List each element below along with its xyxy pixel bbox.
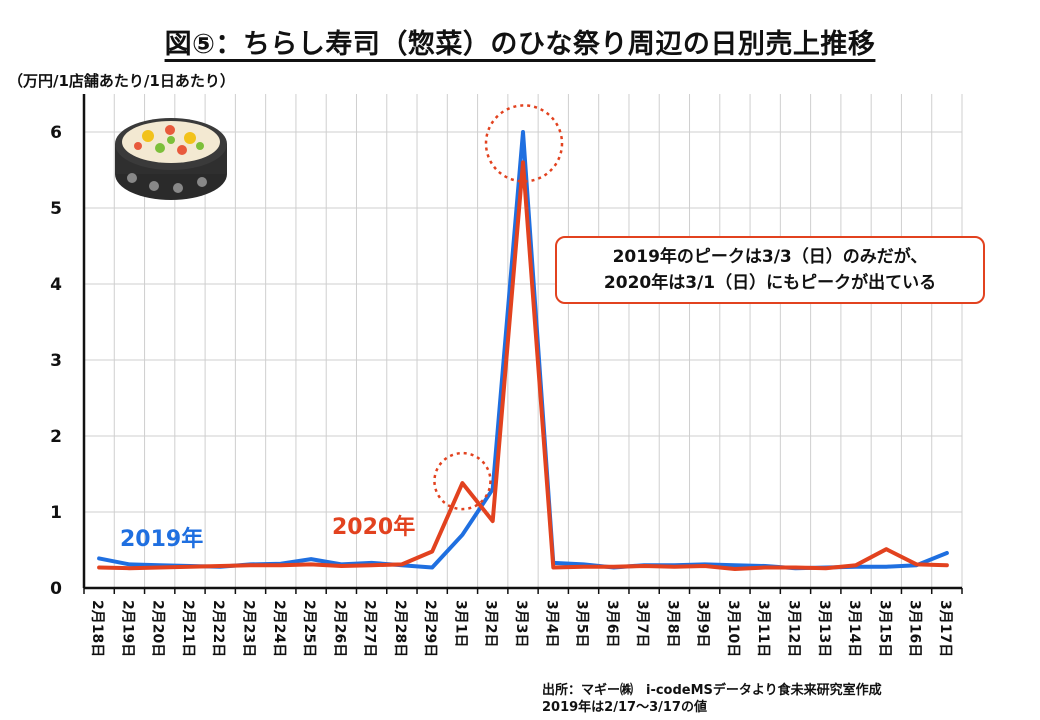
x-tick-label: 3月5日 (574, 600, 590, 647)
legend-label-2019: 2019年 (120, 526, 203, 552)
source-note: 出所：マギー㈱ i-codeMSデータより食未来研究室作成 2019年は2/17… (542, 682, 882, 716)
x-tick-label: 2月26日 (331, 600, 347, 657)
x-tick-label: 2月18日 (89, 600, 105, 657)
x-tick-label: 3月11日 (755, 600, 771, 657)
x-tick-label: 2月29日 (422, 600, 438, 657)
chirashi-sushi-illustration (115, 118, 227, 200)
x-tick-label: 3月12日 (785, 600, 801, 657)
x-tick-label: 3月1日 (452, 600, 468, 647)
x-tick-label: 3月4日 (543, 600, 559, 647)
x-tick-label: 3月8日 (664, 600, 680, 647)
highlight-circle-mar3 (484, 104, 564, 183)
y-tick-label: 2 (50, 427, 62, 447)
x-tick-label: 3月14日 (846, 600, 862, 657)
x-tick-label: 3月15日 (876, 600, 892, 657)
x-tick-label: 3月10日 (725, 600, 741, 657)
x-tick-label: 2月22日 (210, 600, 226, 657)
legend-label-2020: 2020年 (332, 514, 415, 540)
source-line-1: 出所：マギー㈱ i-codeMSデータより食未来研究室作成 (542, 683, 882, 698)
y-tick-label: 5 (50, 199, 62, 219)
y-tick-label: 0 (50, 579, 62, 599)
y-tick-label: 1 (50, 503, 62, 523)
y-axis-unit-label: （万円/1店舗あたり/1日あたり） (8, 72, 235, 90)
callout-line-1: 2019年のピークは3/3（日）のみだが、 (612, 247, 928, 267)
highlight-circle-mar1 (433, 451, 492, 511)
y-tick-label: 6 (50, 123, 62, 143)
x-tick-label: 3月17日 (937, 600, 953, 657)
x-tick-label: 3月9日 (695, 600, 711, 647)
x-tick-label: 3月13日 (816, 600, 832, 657)
source-line-2: 2019年は2/17～3/17の値 (542, 700, 707, 715)
x-tick-label: 3月2日 (483, 600, 499, 647)
x-tick-label: 2月19日 (119, 600, 135, 657)
x-tick-label: 3月16日 (907, 600, 923, 657)
x-tick-label: 2月28日 (392, 600, 408, 657)
x-tick-label: 2月23日 (241, 600, 257, 657)
callout-line-2: 2020年は3/1（日）にもピークが出ている (603, 273, 937, 293)
annotation-callout: 2019年のピークは3/3（日）のみだが、 2020年は3/1（日）にもピークが… (555, 236, 985, 304)
x-tick-label: 3月7日 (634, 600, 650, 647)
x-tick-label: 2月21日 (180, 600, 196, 657)
chart-title: 図⑤：ちらし寿司（惣菜）のひな祭り周辺の日別売上推移 (164, 29, 876, 60)
x-tick-label: 2月27日 (362, 600, 378, 657)
x-tick-label: 3月6日 (604, 600, 620, 647)
y-tick-label: 3 (50, 351, 62, 371)
x-tick-label: 2月20日 (150, 600, 166, 657)
series-line-2020年 (97, 160, 949, 571)
x-tick-label: 2月25日 (301, 600, 317, 657)
y-tick-label: 4 (50, 275, 62, 295)
x-tick-label: 2月24日 (271, 600, 287, 657)
x-tick-label: 3月3日 (513, 600, 529, 647)
